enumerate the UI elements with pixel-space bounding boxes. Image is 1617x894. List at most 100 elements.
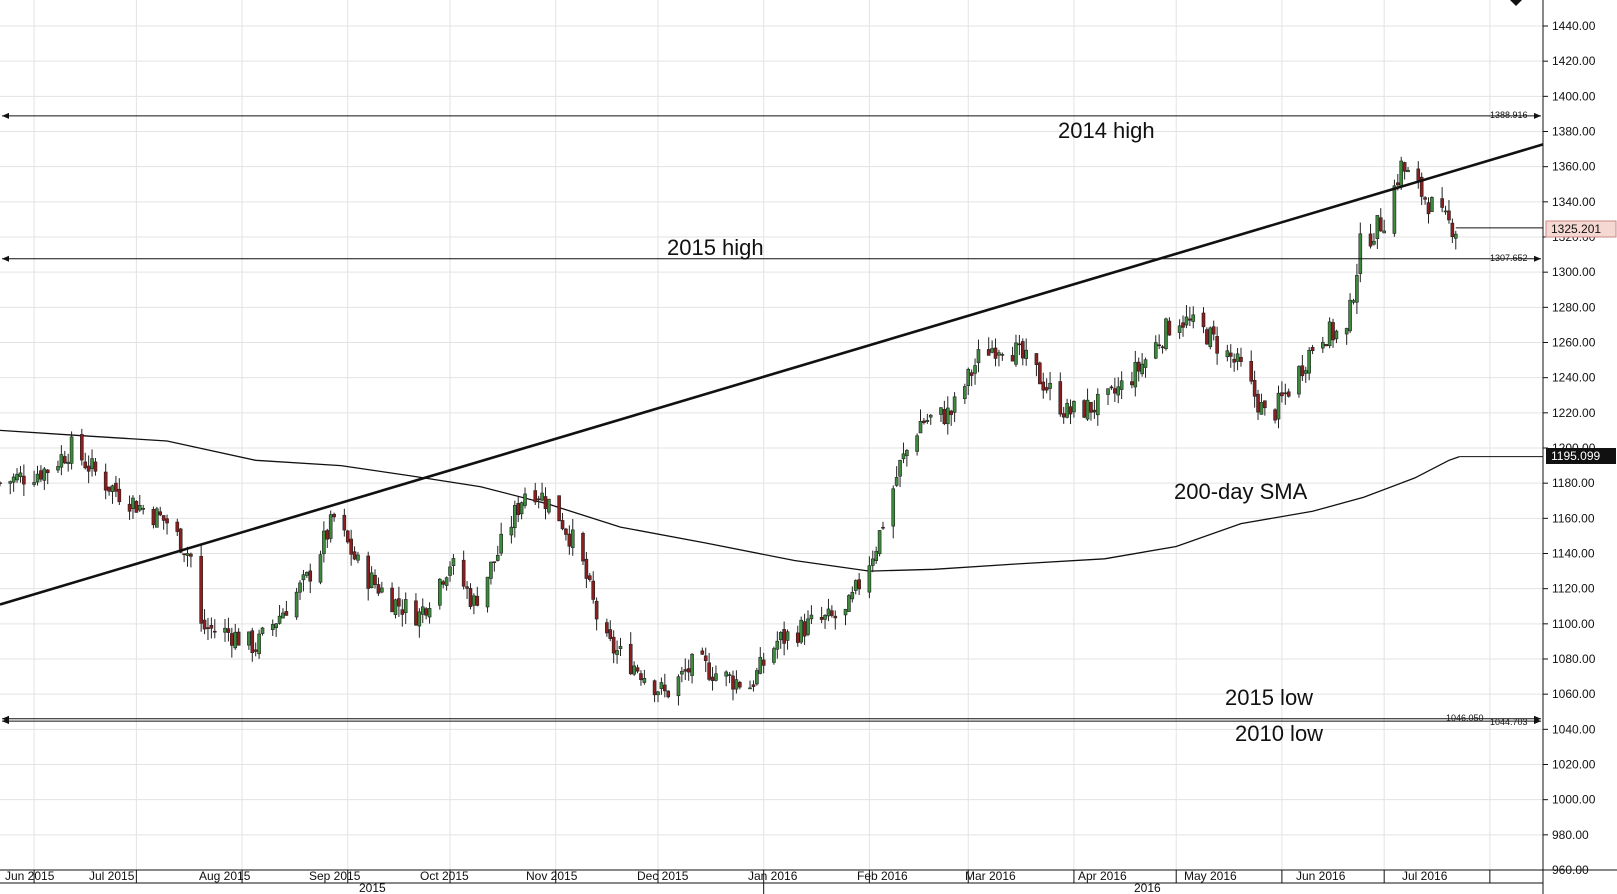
candle-body (857, 579, 861, 590)
candle-body (465, 586, 469, 589)
candle-body (635, 667, 640, 672)
candle-body (1167, 320, 1172, 336)
x-month-label: Aug 2015 (199, 869, 251, 883)
candle-body (414, 600, 418, 626)
candle-body (366, 555, 371, 589)
y-tick-label: 1280.00 (1552, 300, 1596, 314)
candle-body (369, 572, 374, 588)
candle-body (707, 662, 711, 680)
candle-body (1426, 202, 1431, 215)
candle-body (809, 614, 814, 620)
candle-body (1416, 168, 1421, 181)
candle-body (226, 628, 231, 633)
label-200-day-sma: 200-day SMA (1174, 479, 1308, 504)
candle-body (1249, 361, 1254, 382)
candle-body (448, 566, 452, 576)
candle-body (1089, 401, 1093, 413)
y-tick-label: 1340.00 (1552, 195, 1596, 209)
candle-body (976, 349, 981, 364)
candle-body (22, 475, 26, 485)
candle-body (588, 575, 592, 580)
candle-body (202, 619, 207, 630)
candle-body (107, 486, 111, 492)
candle-body (986, 349, 991, 356)
candle-body (557, 495, 561, 522)
candle-body (345, 530, 350, 543)
candle-body (611, 636, 616, 654)
candle-body (608, 629, 613, 639)
candle-body (1188, 318, 1192, 321)
candle-body (230, 633, 234, 646)
candle-body (277, 615, 282, 624)
x-month-label: Jun 2015 (5, 869, 55, 883)
candle-body (42, 468, 47, 481)
candle-body (90, 458, 94, 470)
level-arrow-left (2, 255, 9, 262)
x-month-label: Nov 2015 (526, 869, 578, 883)
candle-body (710, 676, 715, 681)
y-tick-label: 1100.00 (1552, 617, 1595, 631)
candle-body (1443, 210, 1448, 213)
candle-body (894, 477, 899, 486)
candle-body (1085, 399, 1090, 420)
y-tick-label: 1360.00 (1552, 160, 1596, 174)
candle-body (513, 505, 517, 529)
candle-body (734, 679, 739, 690)
candle-body (1440, 198, 1444, 208)
candle-body (492, 561, 497, 563)
candle-body (1358, 233, 1363, 274)
candle-body (468, 588, 473, 607)
candle-body (1020, 341, 1025, 359)
candle-body (1310, 347, 1315, 352)
candle-body (131, 497, 135, 509)
candles (0, 156, 1458, 706)
x-month-label: Jan 2016 (748, 869, 798, 883)
candle-body (182, 553, 186, 556)
candle-body (1327, 321, 1332, 347)
candle-body (1372, 240, 1376, 245)
candle-body (772, 648, 776, 663)
candle-body (0, 482, 2, 485)
candle-body (1232, 358, 1236, 363)
candle-body (1109, 386, 1114, 389)
candle-body (847, 595, 851, 612)
candle-body (1228, 352, 1233, 357)
candle-body (1068, 406, 1073, 415)
candle-body (843, 608, 848, 616)
candle-body (519, 502, 524, 515)
candle-body (1331, 322, 1335, 341)
candle-body (236, 631, 241, 646)
candle-body (1368, 233, 1373, 247)
level-arrow-right (1534, 718, 1541, 725)
candle-body (997, 352, 1001, 356)
candle-body (175, 521, 180, 532)
x-month-label: Dec 2015 (637, 869, 689, 883)
candle-body (1136, 361, 1141, 372)
candle-body (639, 673, 643, 681)
candle-body (1256, 393, 1260, 413)
candle-body (901, 453, 906, 460)
candle-body (1024, 349, 1028, 359)
y-tick-label: 1160.00 (1552, 511, 1595, 525)
candle-body (420, 606, 425, 615)
candle-body (427, 608, 432, 618)
candle-body (39, 470, 43, 480)
candle-body (1286, 391, 1291, 397)
candle-body (1252, 380, 1257, 397)
candle-body (1321, 341, 1325, 349)
candle-body (151, 509, 156, 526)
candle-body (185, 553, 190, 556)
candle-body (1017, 343, 1022, 346)
candle-body (806, 618, 810, 635)
candle-body (1355, 275, 1359, 303)
candle-body (819, 616, 824, 620)
candle-body (738, 681, 742, 688)
candle-body (1276, 392, 1281, 420)
candle-body (1259, 402, 1264, 415)
candle-body (942, 409, 947, 425)
candle-body (15, 473, 19, 481)
candle-body (178, 528, 183, 553)
candle-body (472, 595, 476, 606)
candle-body (260, 627, 265, 634)
